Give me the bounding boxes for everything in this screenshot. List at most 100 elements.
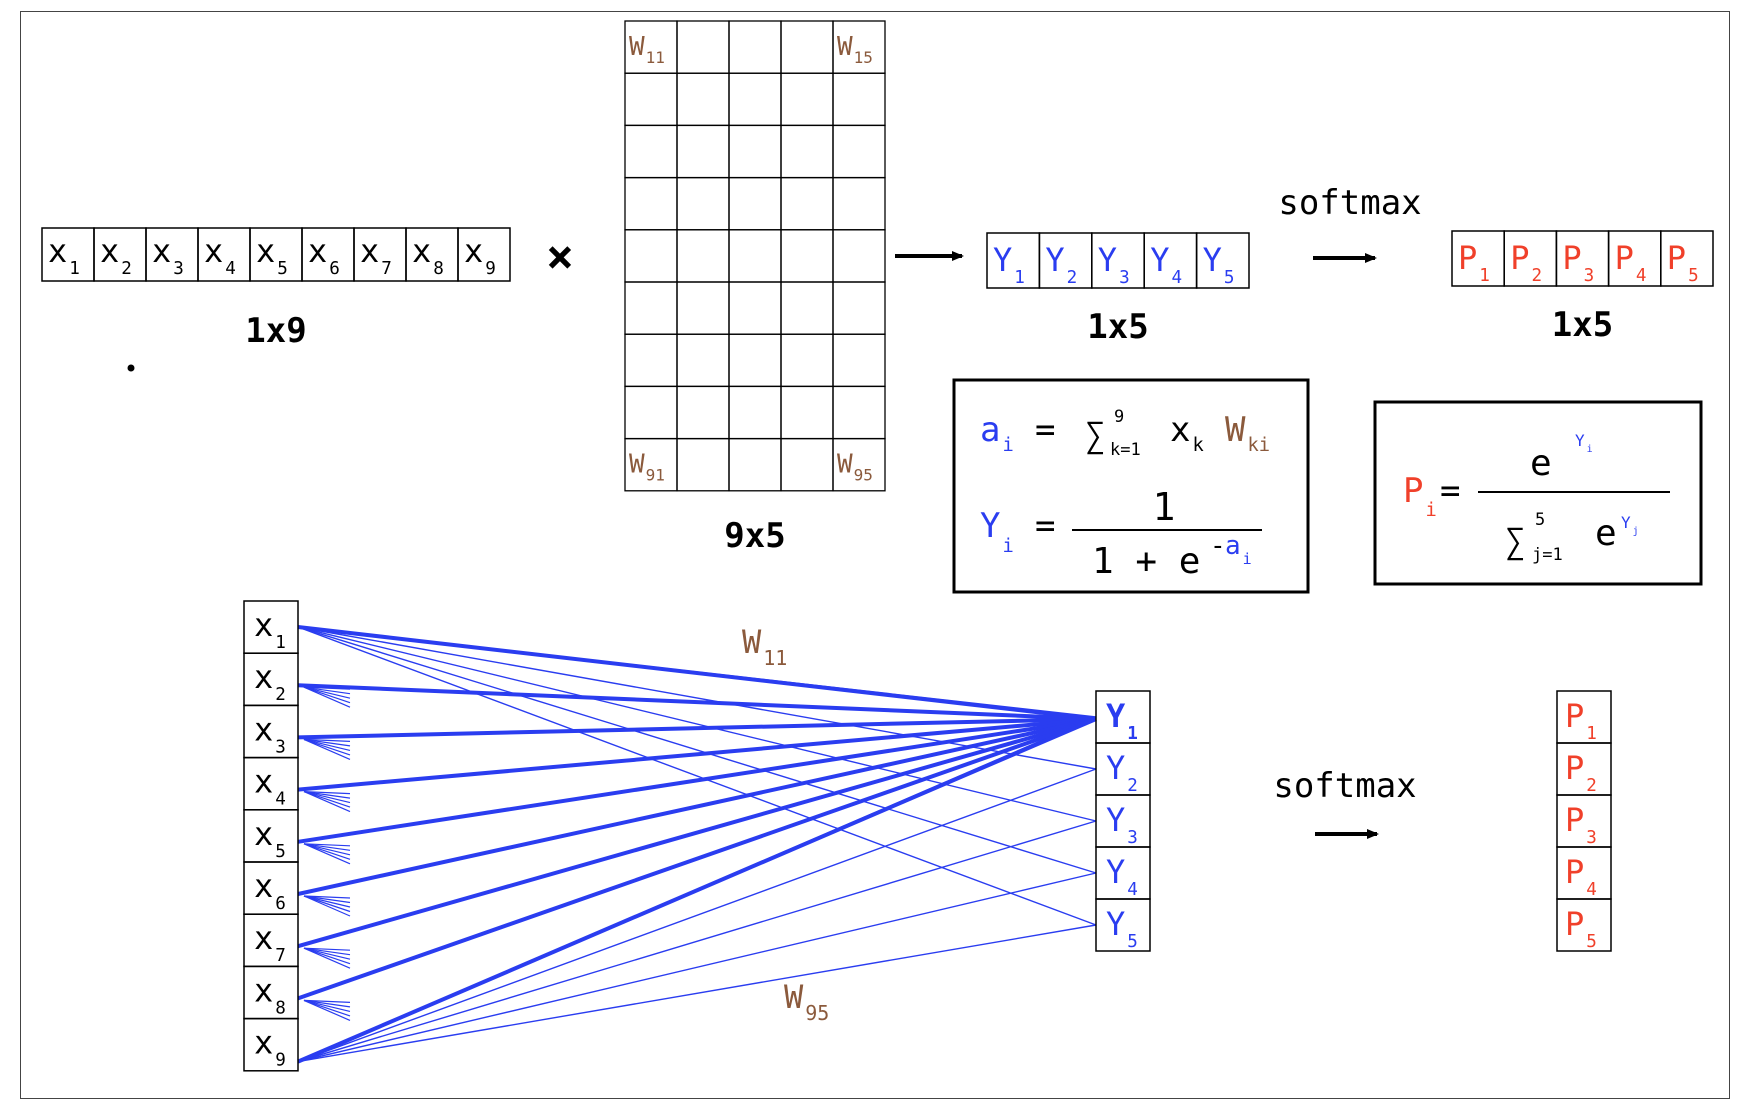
weight-matrix-cell bbox=[624, 333, 678, 388]
formula-eq: = bbox=[1035, 410, 1055, 450]
weight-label-w11: W 11 bbox=[742, 623, 787, 670]
connection-line-to-y1 bbox=[297, 717, 1097, 844]
weight-matrix-cell bbox=[728, 20, 782, 74]
network-view: x 1 x 2 x 3 x 4 x 5 x 6 x 7 x 8 x 9 Y 1 Y 2 Y 3 Y 4 Y 5 W 11 W 95 softma… bbox=[243, 600, 1612, 1072]
x-vector-dim: 1x9 bbox=[245, 311, 306, 351]
formula-eq: = bbox=[1035, 506, 1055, 546]
connection-line-to-y1 bbox=[297, 683, 1097, 721]
weight-matrix-cell bbox=[780, 176, 834, 231]
formula-num-e: e bbox=[1530, 443, 1552, 484]
fan-stroke bbox=[303, 738, 351, 742]
weight-matrix-cell bbox=[624, 72, 678, 127]
weight-matrix-cell bbox=[624, 281, 678, 335]
weight-matrix-cell bbox=[676, 385, 730, 440]
connection-line bbox=[297, 768, 1097, 1063]
dot-mark bbox=[127, 364, 135, 372]
connection-line-to-y1 bbox=[297, 625, 1097, 721]
weight-matrix-cell bbox=[676, 176, 730, 231]
weight-matrix-cell bbox=[676, 437, 730, 492]
connection-line bbox=[297, 626, 1097, 874]
connection-lines bbox=[297, 625, 1097, 1064]
weight-matrix-cell bbox=[676, 124, 730, 179]
weight-matrix-cell bbox=[624, 229, 678, 283]
fan-stroke bbox=[303, 686, 351, 708]
formula-denominator: 1 + e bbox=[1092, 541, 1200, 582]
fan-stroke bbox=[303, 895, 351, 899]
prob-node-cell bbox=[1556, 898, 1612, 952]
connection-line-to-y1 bbox=[297, 717, 1097, 1064]
fan-stroke bbox=[303, 791, 351, 808]
fan-stroke bbox=[303, 999, 351, 1008]
weight-corner-label: W11 bbox=[629, 32, 665, 67]
times-symbol: × bbox=[546, 229, 574, 283]
weight-matrix-cell bbox=[780, 229, 834, 283]
connection-line bbox=[297, 626, 1097, 822]
weight-corner-label: W95 bbox=[837, 450, 873, 485]
fan-stroke bbox=[303, 791, 351, 813]
fan-stroke bbox=[303, 947, 351, 965]
weight-matrix-cell bbox=[728, 333, 782, 388]
weight-matrix-cell bbox=[780, 72, 834, 127]
fan-stroke bbox=[303, 843, 351, 865]
weight-corner-label: W15 bbox=[837, 32, 873, 67]
fan-stroke bbox=[303, 791, 351, 804]
input-node-cell bbox=[243, 1017, 299, 1072]
formula-sigma-bottom: k=1 bbox=[1110, 440, 1141, 460]
formula-sigma-top: 9 bbox=[1114, 407, 1124, 427]
weight-matrix-cell bbox=[832, 176, 886, 231]
weight-matrix-cell bbox=[832, 281, 886, 335]
weight-matrix-cell bbox=[728, 229, 782, 283]
connection-line-to-y1 bbox=[297, 717, 1097, 1001]
weight-matrix-cell bbox=[780, 437, 834, 492]
weight-matrix-cell bbox=[780, 385, 834, 440]
fan-stroke bbox=[303, 843, 351, 847]
fan-stroke bbox=[303, 947, 351, 956]
connection-line-to-y1 bbox=[297, 717, 1097, 792]
weight-matrix-cell bbox=[624, 124, 678, 179]
p-vector-cell bbox=[1660, 230, 1714, 287]
weight-matrix-cell bbox=[624, 176, 678, 231]
formula-exp-sign: - bbox=[1210, 531, 1226, 561]
fan-stroke bbox=[303, 947, 351, 960]
weight-matrix-cell bbox=[728, 437, 782, 492]
x-vector-cell bbox=[457, 227, 511, 282]
fan-stroke bbox=[303, 686, 351, 695]
fan-stroke bbox=[303, 999, 351, 1012]
weight-matrix-cell bbox=[676, 20, 730, 74]
fan-stroke bbox=[303, 791, 351, 799]
connection-line bbox=[297, 820, 1097, 1063]
connection-line bbox=[297, 626, 1097, 926]
weight-matrix-cell bbox=[780, 20, 834, 74]
weight-matrix-cell bbox=[780, 124, 834, 179]
weight-matrix-cell bbox=[728, 385, 782, 440]
y-vector-dim: 1x5 bbox=[1087, 307, 1148, 347]
weight-matrix-cell bbox=[832, 72, 886, 127]
